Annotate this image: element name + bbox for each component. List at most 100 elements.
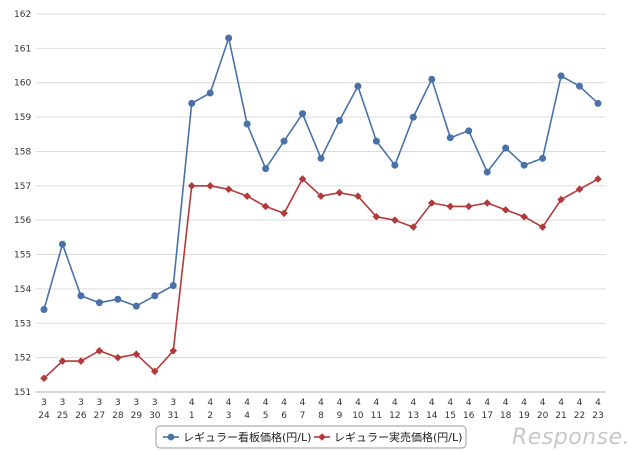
data-point-circle <box>280 137 288 145</box>
data-point-circle <box>40 306 48 314</box>
data-point-circle <box>317 154 325 162</box>
x-tick-label-month: 3 <box>60 398 66 408</box>
data-point-circle <box>225 34 233 42</box>
data-point-circle <box>169 281 177 289</box>
x-tick-label-day: 22 <box>574 411 585 421</box>
data-point-diamond <box>428 199 436 207</box>
y-tick-label: 160 <box>14 79 31 89</box>
data-point-diamond <box>206 182 214 190</box>
data-point-diamond <box>372 212 381 221</box>
data-point-circle <box>188 99 196 107</box>
data-point-diamond <box>77 357 85 365</box>
data-point-circle <box>483 168 491 176</box>
data-point-diamond <box>594 175 602 183</box>
x-tick-label-month: 4 <box>355 398 361 408</box>
x-tick-label-day: 9 <box>337 411 343 421</box>
series-lines <box>43 37 599 379</box>
x-tick-label-day: 3 <box>226 411 232 421</box>
data-point-circle <box>428 75 436 83</box>
x-tick-label-day: 12 <box>389 411 400 421</box>
legend-diamond-marker-icon <box>318 433 326 441</box>
x-tick-label-month: 4 <box>558 398 564 408</box>
x-tick-label-month: 3 <box>97 398 103 408</box>
x-tick-label-day: 31 <box>168 411 179 421</box>
data-point-circle <box>77 292 85 300</box>
x-tick-label-day: 14 <box>426 411 438 421</box>
data-point-circle <box>391 161 399 169</box>
x-tick-label-day: 1 <box>189 411 195 421</box>
data-point-diamond <box>132 350 141 358</box>
x-tick-label-month: 3 <box>41 398 47 408</box>
x-tick-label-month: 4 <box>447 398 453 408</box>
data-point-diamond <box>243 192 251 200</box>
data-point-circle <box>335 117 343 125</box>
x-tick-label-day: 29 <box>131 411 143 421</box>
x-tick-label-day: 11 <box>371 411 382 421</box>
x-tick-label-day: 5 <box>263 411 269 421</box>
x-tick-label-month: 3 <box>170 398 176 408</box>
x-tick-label-day: 8 <box>318 411 324 421</box>
x-tick-label-day: 18 <box>500 411 512 421</box>
series-markers <box>40 34 602 383</box>
data-point-circle <box>243 120 251 128</box>
x-tick-label-month: 4 <box>281 398 287 408</box>
data-point-circle <box>114 295 122 303</box>
x-tick-label-day: 24 <box>38 411 50 421</box>
y-axis-tick-labels: 151 152 153 154 155 156 157 158 159 160 161 162 <box>14 10 31 398</box>
x-tick-label-day: 4 <box>244 411 250 421</box>
data-point-diamond <box>187 182 196 190</box>
data-point-diamond <box>520 212 528 221</box>
watermark-logo: Response. <box>512 425 630 450</box>
y-gridlines <box>36 13 606 393</box>
data-point-circle <box>58 240 66 248</box>
data-point-circle <box>409 113 417 121</box>
x-tick-label-day: 20 <box>537 411 549 421</box>
data-point-diamond <box>169 346 178 355</box>
x-tick-label-day: 17 <box>481 411 492 421</box>
data-point-diamond <box>114 353 122 362</box>
x-tick-label-month: 4 <box>503 398 509 408</box>
data-point-circle <box>372 137 380 145</box>
x-tick-label-day: 7 <box>300 411 306 421</box>
x-tick-label-month: 4 <box>466 398 472 408</box>
data-point-diamond <box>483 199 491 207</box>
x-tick-label-month: 4 <box>318 398 324 408</box>
legend-circle-marker-icon <box>167 433 175 441</box>
data-point-diamond <box>317 192 325 200</box>
data-point-circle <box>594 99 602 107</box>
data-point-circle <box>299 110 307 118</box>
y-tick-label: 159 <box>14 113 31 123</box>
data-point-diamond <box>354 192 362 200</box>
x-tick-label-day: 16 <box>463 411 475 421</box>
data-point-diamond <box>335 188 344 197</box>
data-point-diamond <box>464 202 473 211</box>
legend-item-signboard-price: レギュラー看板価格(円/L) <box>163 430 311 444</box>
x-tick-label-month: 3 <box>78 398 84 408</box>
data-point-diamond <box>557 195 565 204</box>
x-tick-label-day: 25 <box>57 411 68 421</box>
x-tick-label-month: 4 <box>429 398 435 408</box>
legend-item-actual-price: レギュラー実売価格(円/L) <box>314 430 462 444</box>
data-point-circle <box>354 82 362 90</box>
data-point-diamond <box>391 216 399 224</box>
y-tick-label: 153 <box>14 319 31 329</box>
legend: レギュラー看板価格(円/L) レギュラー実売価格(円/L) <box>155 425 467 449</box>
data-point-circle <box>262 165 270 173</box>
x-tick-label-month: 4 <box>540 398 546 408</box>
y-tick-label: 158 <box>14 147 31 157</box>
data-point-diamond <box>501 206 510 214</box>
y-tick-label: 156 <box>14 216 31 226</box>
y-tick-label: 154 <box>14 285 31 295</box>
x-tick-label-month: 4 <box>226 398 232 408</box>
data-point-circle <box>502 144 510 152</box>
data-point-diamond <box>261 202 270 211</box>
x-tick-label-day: 27 <box>94 411 105 421</box>
legend-label-signboard: レギュラー看板価格(円/L) <box>183 430 311 444</box>
x-tick-label-day: 26 <box>75 411 87 421</box>
y-tick-label: 152 <box>14 354 31 364</box>
x-tick-label-month: 4 <box>263 398 269 408</box>
data-point-diamond <box>95 346 104 355</box>
data-point-circle <box>576 82 584 90</box>
data-point-circle <box>151 292 159 300</box>
data-point-diamond <box>538 223 547 231</box>
